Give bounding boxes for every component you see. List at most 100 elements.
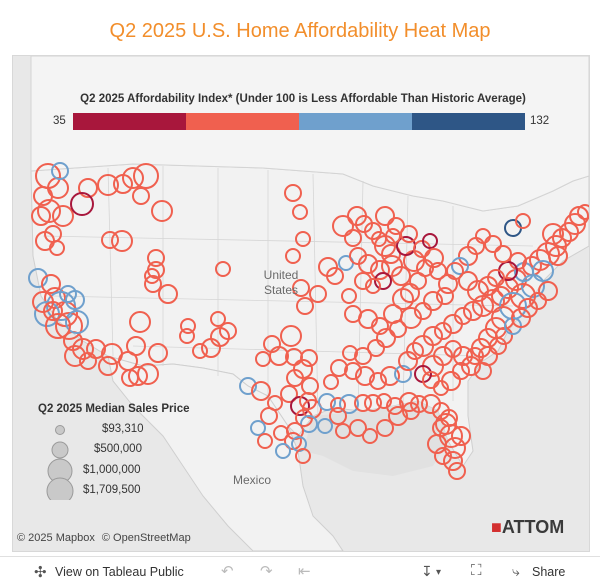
market-marker[interactable]: [59, 285, 77, 303]
market-marker[interactable]: [467, 280, 489, 302]
market-marker[interactable]: [292, 279, 310, 297]
market-marker[interactable]: [385, 228, 401, 244]
market-marker[interactable]: [286, 369, 304, 387]
market-marker[interactable]: [31, 206, 51, 226]
market-marker[interactable]: [434, 447, 452, 465]
market-marker[interactable]: [376, 328, 396, 348]
market-marker[interactable]: [362, 428, 378, 444]
market-marker[interactable]: [300, 349, 318, 367]
market-marker[interactable]: [538, 281, 558, 301]
market-marker[interactable]: [515, 213, 531, 229]
market-marker[interactable]: [388, 406, 408, 426]
market-marker[interactable]: [79, 352, 97, 370]
market-marker[interactable]: [295, 448, 311, 464]
market-marker[interactable]: [219, 322, 237, 340]
market-marker[interactable]: [441, 371, 461, 391]
tableau-logo-icon[interactable]: ✣: [34, 564, 47, 581]
mapbox-attribution[interactable]: © 2025 Mapbox: [17, 532, 95, 544]
market-marker[interactable]: [323, 374, 339, 390]
market-marker[interactable]: [386, 397, 404, 415]
osm-attribution[interactable]: © OpenStreetMap: [101, 532, 191, 544]
market-marker[interactable]: [210, 311, 226, 327]
market-marker[interactable]: [296, 297, 314, 315]
market-marker[interactable]: [559, 222, 579, 242]
market-marker[interactable]: [239, 377, 257, 395]
download-icon[interactable]: ↧: [421, 563, 433, 579]
market-marker[interactable]: [427, 434, 447, 454]
market-marker[interactable]: [330, 397, 346, 413]
market-marker[interactable]: [339, 394, 359, 414]
market-marker[interactable]: [436, 287, 454, 305]
market-marker[interactable]: [330, 359, 348, 377]
market-marker[interactable]: [484, 235, 502, 253]
market-marker[interactable]: [400, 225, 418, 243]
market-marker[interactable]: [489, 337, 507, 355]
market-marker[interactable]: [364, 394, 382, 412]
market-marker[interactable]: [354, 347, 372, 365]
market-marker[interactable]: [577, 204, 589, 220]
market-marker[interactable]: [521, 274, 545, 298]
market-marker[interactable]: [41, 274, 61, 294]
market-marker[interactable]: [250, 420, 266, 436]
market-markers[interactable]: [28, 162, 589, 480]
market-marker[interactable]: [332, 215, 354, 237]
redo-icon[interactable]: ↷: [260, 563, 273, 580]
market-marker[interactable]: [33, 186, 53, 206]
market-marker[interactable]: [158, 284, 178, 304]
market-marker[interactable]: [487, 269, 505, 287]
market-marker[interactable]: [280, 325, 302, 347]
market-marker[interactable]: [148, 343, 168, 363]
market-marker[interactable]: [52, 205, 74, 227]
market-marker[interactable]: [133, 163, 159, 189]
market-marker[interactable]: [355, 366, 375, 386]
market-marker[interactable]: [466, 347, 484, 365]
market-marker[interactable]: [529, 292, 547, 310]
market-marker[interactable]: [215, 261, 231, 277]
market-marker[interactable]: [402, 402, 420, 420]
market-marker[interactable]: [329, 407, 347, 425]
market-marker[interactable]: [440, 409, 458, 427]
market-marker[interactable]: [365, 278, 381, 294]
market-marker[interactable]: [414, 302, 432, 320]
market-marker[interactable]: [509, 252, 527, 270]
market-marker[interactable]: [461, 356, 481, 376]
market-marker[interactable]: [342, 345, 358, 361]
market-marker[interactable]: [326, 267, 344, 285]
market-marker[interactable]: [375, 206, 395, 226]
market-marker[interactable]: [341, 288, 357, 304]
map-view[interactable]: Q2 2025 Affordability Index* (Under 100 …: [12, 55, 590, 552]
market-marker[interactable]: [354, 394, 372, 412]
market-marker[interactable]: [257, 433, 273, 449]
market-marker[interactable]: [423, 291, 443, 311]
market-marker[interactable]: [434, 322, 452, 340]
market-marker[interactable]: [454, 307, 472, 325]
market-marker[interactable]: [358, 254, 378, 274]
market-marker[interactable]: [387, 217, 405, 235]
market-marker[interactable]: [380, 366, 400, 386]
market-marker[interactable]: [424, 248, 444, 268]
market-marker[interactable]: [122, 167, 144, 189]
market-marker[interactable]: [422, 371, 440, 389]
market-marker[interactable]: [251, 381, 271, 401]
market-marker[interactable]: [318, 393, 336, 411]
market-marker[interactable]: [423, 326, 443, 346]
market-marker[interactable]: [451, 426, 471, 446]
market-marker[interactable]: [452, 362, 470, 380]
market-marker[interactable]: [86, 339, 106, 359]
market-marker[interactable]: [451, 257, 469, 275]
market-marker[interactable]: [28, 268, 48, 288]
undo-icon[interactable]: ↶: [221, 563, 234, 580]
market-marker[interactable]: [448, 462, 466, 480]
market-marker[interactable]: [443, 451, 463, 471]
market-marker[interactable]: [354, 272, 372, 290]
market-marker[interactable]: [49, 240, 65, 256]
market-marker[interactable]: [65, 310, 89, 334]
market-marker[interactable]: [495, 327, 513, 345]
market-marker[interactable]: [446, 262, 464, 280]
market-marker[interactable]: [280, 385, 298, 403]
download-dropdown-icon[interactable]: ▾: [436, 567, 442, 578]
market-marker[interactable]: [144, 275, 162, 293]
share-button[interactable]: Share: [532, 565, 566, 579]
market-marker[interactable]: [273, 425, 289, 441]
market-marker[interactable]: [55, 312, 83, 340]
